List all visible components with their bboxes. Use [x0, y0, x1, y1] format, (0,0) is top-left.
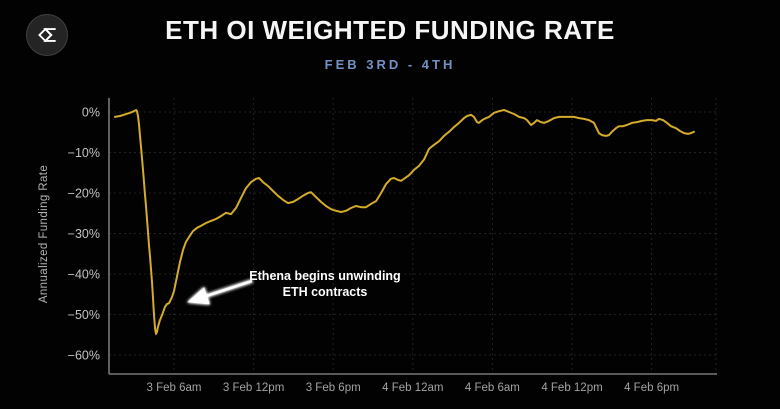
x-tick-label: 3 Feb 12pm — [223, 382, 284, 394]
funding-rate-line — [114, 109, 695, 335]
y-tick-label: −30% — [68, 227, 100, 241]
velo-logo — [26, 14, 68, 56]
x-tick-label: 4 Feb 6pm — [624, 382, 679, 394]
x-tick-label: 3 Feb 6pm — [306, 382, 361, 394]
x-tick-label: 4 Feb 12pm — [541, 382, 602, 394]
x-tick-label: 4 Feb 6am — [465, 382, 520, 394]
y-tick-label: −60% — [68, 349, 100, 363]
x-tick-label: 3 Feb 6am — [147, 382, 202, 394]
annotation-line-1: Ethena begins unwinding — [249, 269, 401, 283]
annotation-text: Ethena begins unwinding ETH contracts — [249, 268, 400, 300]
annotation-line-2: ETH contracts — [282, 285, 368, 299]
y-tick-label: −50% — [68, 308, 100, 322]
annotation-arrow — [187, 279, 253, 305]
sigma-diamond-icon — [38, 27, 56, 43]
chart-title: ETH OI WEIGHTED FUNDING RATE — [165, 15, 615, 45]
y-tick-label: 0% — [82, 106, 100, 120]
y-axis-title: Annualized Funding Rate — [38, 164, 50, 304]
y-tick-label: −10% — [68, 146, 100, 160]
x-tick-label: 4 Feb 12am — [382, 382, 443, 394]
y-tick-label: −40% — [68, 268, 100, 282]
chart-subtitle: FEB 3RD - 4TH — [324, 57, 456, 72]
y-tick-label: −20% — [68, 187, 100, 201]
